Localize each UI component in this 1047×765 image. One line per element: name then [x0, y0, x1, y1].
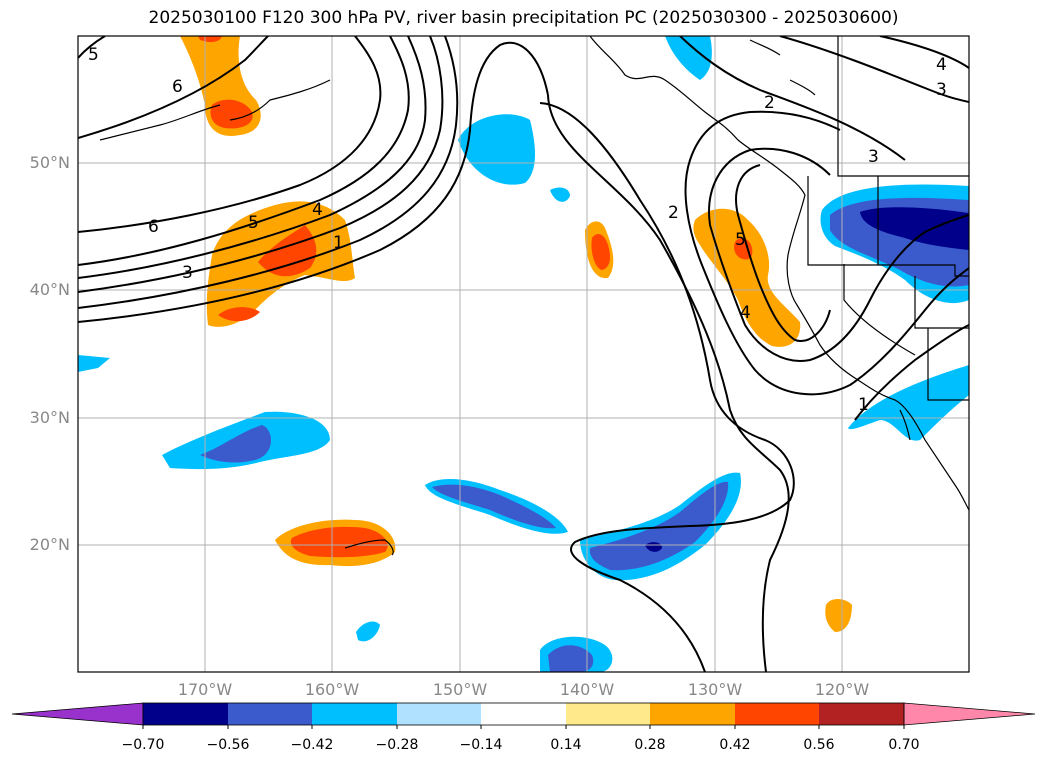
longitude-label: 160°W	[304, 680, 360, 699]
colorbar-tick-label: 0.28	[634, 737, 666, 753]
latitude-label: 20°N	[29, 535, 70, 554]
colorbar-tick-label: 0.70	[888, 737, 920, 753]
colorbar-tick-label: 0.14	[550, 737, 582, 753]
contour-label-group: 5 6 6 5 4 3 1 2 2 3 3 4 5 4 1	[88, 45, 947, 415]
contour-label: 3	[936, 80, 947, 100]
colorbar-over-arrow	[903, 702, 1036, 726]
colorbar-under-arrow	[11, 702, 144, 726]
colorbar-segment	[819, 703, 904, 725]
longitude-label: 130°W	[687, 680, 743, 699]
contour-label: 2	[668, 203, 679, 223]
contour-label: 5	[735, 230, 746, 250]
longitude-label: 140°W	[559, 680, 615, 699]
colorbar-tick-label: −0.28	[375, 737, 419, 753]
colorbar-tick-label: −0.42	[290, 737, 334, 753]
colorbar-tick-label: 0.56	[803, 737, 835, 753]
colorbar-tick-label: −0.14	[459, 737, 503, 753]
contour-label: 4	[936, 55, 947, 75]
contour-label: 4	[740, 303, 751, 323]
latitude-label: 40°N	[29, 280, 70, 299]
colorbar-segment	[312, 703, 397, 725]
colorbar-ticks	[142, 725, 905, 729]
map-plot-area: 5 6 6 5 4 3 1 2 2 3 3 4 5 4 1	[78, 36, 969, 672]
map-title: 2025030100 F120 300 hPa PV, river basin …	[148, 8, 899, 28]
contour-label: 3	[868, 147, 879, 167]
longitude-label: 150°W	[432, 680, 488, 699]
negative-precip-shading	[78, 36, 969, 672]
colorbar-segment	[397, 703, 481, 725]
colorbar-tick-label: 0.42	[719, 737, 751, 753]
contour-label: 2	[764, 93, 775, 113]
contour-label: 6	[148, 217, 159, 237]
colorbar-segment	[481, 703, 566, 725]
map-frame	[77, 35, 970, 673]
latitude-label: 30°N	[29, 408, 70, 427]
contour-label: 5	[248, 213, 259, 233]
colorbar	[11, 702, 1036, 729]
colorbar-tick-label: −0.56	[206, 737, 250, 753]
contour-label: 3	[182, 263, 193, 283]
longitude-label: 120°W	[814, 680, 870, 699]
contour-label: 4	[312, 200, 323, 220]
contour-label: 1	[333, 233, 344, 253]
positive-precip-shading	[180, 36, 852, 632]
colorbar-segment	[735, 703, 819, 725]
longitude-label: 170°W	[177, 680, 233, 699]
contour-label: 1	[858, 395, 869, 415]
contour-label: 5	[88, 45, 99, 65]
colorbar-segment	[650, 703, 735, 725]
contour-label: 6	[172, 77, 183, 97]
colorbar-frame	[142, 702, 905, 726]
latitude-label: 50°N	[29, 153, 70, 172]
colorbar-segment	[228, 703, 312, 725]
pv-contours	[78, 36, 969, 672]
colorbar-segment	[566, 703, 650, 725]
colorbar-tick-label: −0.70	[121, 737, 165, 753]
colorbar-segment	[143, 703, 228, 725]
graticule	[78, 36, 969, 672]
